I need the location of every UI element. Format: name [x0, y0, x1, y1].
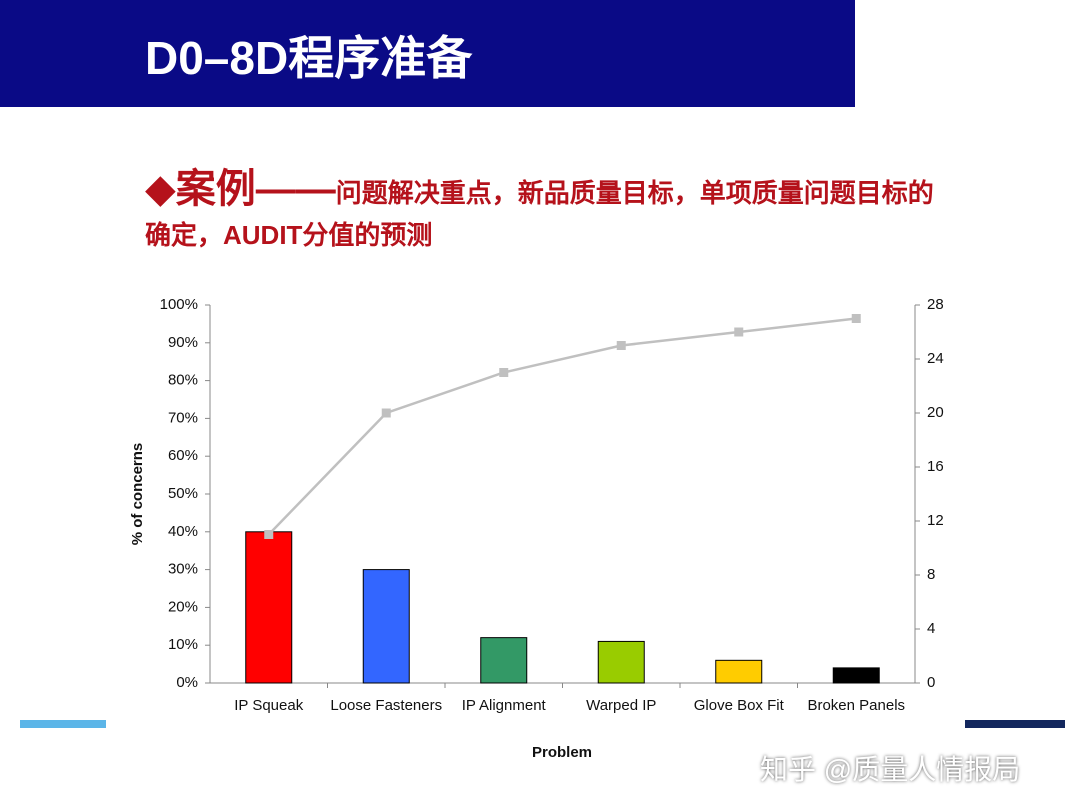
bar	[715, 659, 763, 684]
line-marker	[381, 408, 391, 418]
y-tick-label: 40%	[168, 523, 198, 540]
header-band	[0, 0, 855, 107]
y2-tick-label: 4	[927, 620, 935, 637]
heading-text: 问题解决重点，新品质量目标，单项质量问题目标的确定，AUDIT分值的预测	[145, 178, 934, 250]
y2-tick-label: 20	[927, 404, 944, 421]
y-tick-label: 10%	[168, 636, 198, 653]
heading-emphasis: 案例——	[175, 167, 336, 211]
y2-tick-label: 24	[927, 350, 944, 367]
bar	[480, 637, 528, 684]
bar	[245, 531, 293, 684]
y-axis-label: % of concerns	[129, 443, 146, 546]
y2-tick-label: 28	[927, 296, 944, 313]
line	[267, 317, 857, 536]
heading: ◆案例——问题解决重点，新品质量目标，单项质量问题目标的确定，AUDIT分值的预…	[145, 167, 934, 250]
y-tick-label: 80%	[168, 372, 198, 389]
bar	[597, 640, 645, 684]
y-tick-label: 20%	[168, 598, 198, 615]
x-tick-label: Glove Box Fit	[693, 697, 784, 714]
bar	[362, 569, 410, 684]
y-tick-label: 60%	[168, 447, 198, 464]
y-tick-label: 30%	[168, 561, 198, 578]
slide-title: D0–8D程序准备	[145, 32, 473, 84]
y2-tick-label: 12	[927, 512, 944, 529]
bar	[832, 667, 880, 684]
y2-tick-label: 16	[927, 458, 944, 475]
y-tick-label: 70%	[168, 409, 198, 426]
watermark: 知乎 @质量人情报局	[760, 754, 1021, 785]
y-tick-label: 100%	[160, 296, 198, 313]
line-marker	[499, 368, 509, 377]
x-tick-label: IP Squeak	[234, 697, 304, 714]
y-tick-label: 0%	[176, 674, 198, 691]
y-tick-label: 50%	[168, 485, 198, 502]
x-tick-label: IP Alignment	[461, 697, 546, 714]
y2-tick-label: 8	[927, 566, 935, 583]
decor-bar	[20, 720, 106, 728]
line-marker	[264, 530, 274, 539]
line-marker	[851, 314, 861, 323]
line-marker	[616, 341, 626, 350]
decor-bar	[965, 720, 1065, 728]
x-tick-label: Loose Fasteners	[330, 697, 443, 714]
x-axis-label: Problem	[532, 744, 592, 761]
y2-tick-label: 0	[927, 674, 935, 691]
y-tick-label: 90%	[168, 334, 198, 351]
x-tick-label: Broken Panels	[807, 697, 906, 714]
line-marker	[734, 327, 744, 337]
x-tick-label: Warped IP	[586, 697, 657, 714]
